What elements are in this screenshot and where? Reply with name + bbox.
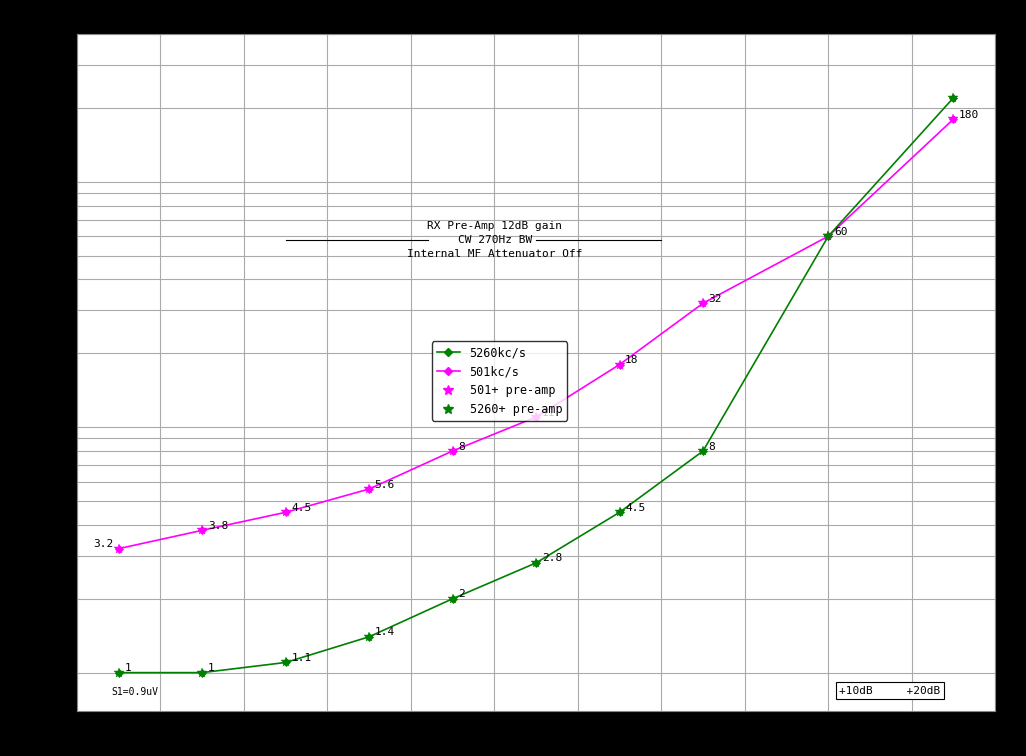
Text: 4.5: 4.5	[625, 503, 645, 513]
Text: 32: 32	[709, 294, 722, 304]
Text: 60: 60	[834, 227, 847, 237]
Text: 2: 2	[459, 590, 465, 600]
Text: 180: 180	[959, 110, 979, 119]
Text: 8: 8	[459, 442, 465, 451]
Text: +10dB     +20dB: +10dB +20dB	[839, 686, 940, 696]
Text: 5.6: 5.6	[374, 479, 395, 490]
Text: 18: 18	[625, 355, 638, 365]
Text: 11: 11	[542, 407, 555, 417]
Text: 4.5: 4.5	[291, 503, 312, 513]
Text: 8: 8	[709, 442, 715, 451]
Text: 1.1: 1.1	[291, 653, 312, 663]
Text: 1: 1	[207, 663, 214, 674]
Text: RX Pre-Amp 12dB gain
CW 270Hz BW
Internal MF Attenuator Off: RX Pre-Amp 12dB gain CW 270Hz BW Interna…	[407, 222, 583, 259]
Legend: 5260kc/s, 501kc/s, 501+ pre-amp, 5260+ pre-amp: 5260kc/s, 501kc/s, 501+ pre-amp, 5260+ p…	[432, 342, 567, 420]
Text: S1=0.9uV: S1=0.9uV	[112, 687, 159, 697]
Text: 1.4: 1.4	[374, 627, 395, 637]
Text: 1: 1	[124, 663, 131, 674]
Text: 3.8: 3.8	[207, 521, 228, 531]
Text: 3.2: 3.2	[93, 539, 114, 550]
Text: 2.8: 2.8	[542, 553, 562, 563]
